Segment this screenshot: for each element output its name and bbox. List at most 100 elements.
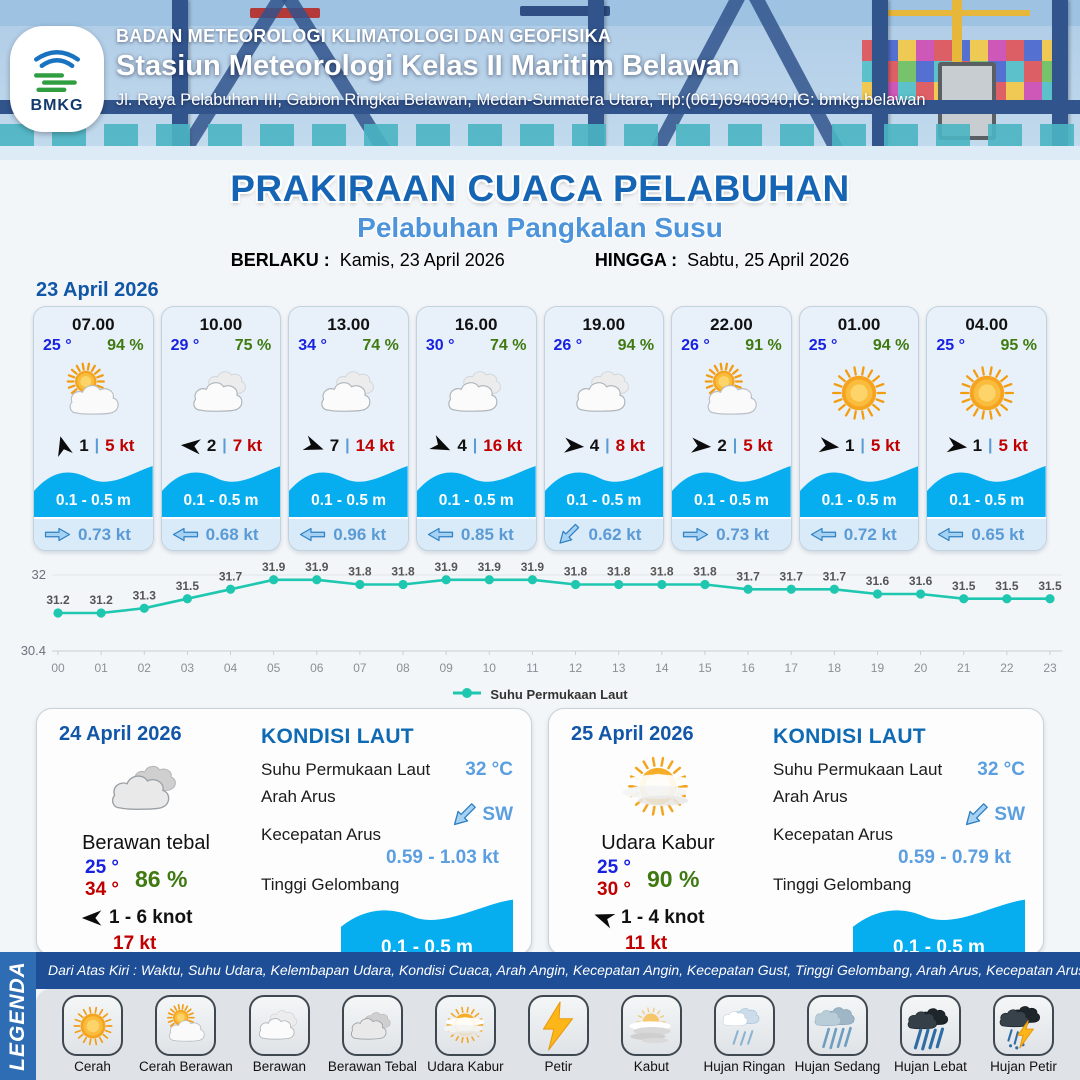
svg-text:08: 08 (396, 661, 410, 675)
svg-text:31.8: 31.8 (607, 565, 631, 579)
wave-height-row: Tinggi Gelombang (773, 875, 912, 894)
svg-text:31.6: 31.6 (866, 574, 890, 588)
kabut-icon (620, 995, 682, 1056)
daily-weather-block: 24 April 2026 Berawan tebal 25 ° 34 ° 86… (37, 709, 255, 955)
legend-item-label: Petir (544, 1059, 573, 1074)
current-speed-row: Kecepatan Arus (261, 825, 382, 844)
sst-row: Suhu Permukaan Laut 32 °C (773, 759, 1025, 780)
legend-item-label: Cerah Berawan (139, 1059, 233, 1074)
forecast-card: 07.00 25 ° 94 % 1 | 5 kt 0.1 - 0.5 m 0.7… (33, 306, 154, 551)
legend-item: Hujan Sedang (791, 995, 884, 1080)
current-direction-row: Arah Arus (773, 787, 848, 806)
current-row: 0.65 kt (927, 517, 1046, 550)
wind-direction-icon (179, 434, 203, 458)
daily-wind-row: 1 - 6 knot (81, 907, 255, 929)
wave-height-band: 0.1 - 0.5 m (927, 461, 1046, 517)
gust-speed: 5 kt (105, 436, 135, 455)
air-temperature: 34 ° (298, 337, 327, 354)
air-temperature: 26 ° (553, 337, 583, 354)
hourly-forecast-row: 07.00 25 ° 94 % 1 | 5 kt 0.1 - 0.5 m 0.7… (33, 306, 1047, 551)
current-speed-row: Kecepatan Arus (773, 825, 894, 844)
humidity: 74 % (490, 337, 527, 354)
svg-text:31.9: 31.9 (521, 560, 545, 574)
air-temperature: 29 ° (170, 337, 200, 354)
wind-row: 1 | 5 kt (800, 431, 919, 461)
daily-forecast-card: 25 April 2026 Udara Kabur 25 ° 30 ° 90 %… (548, 708, 1044, 967)
hujan-lebat-icon (899, 995, 961, 1056)
wave-height: 0.1 - 0.5 m (949, 492, 1025, 509)
gust-speed: 8 kt (615, 436, 645, 455)
current-speed: 0.65 kt (971, 524, 1025, 544)
header-text-block: BADAN METEOROLOGI KLIMATOLOGI DAN GEOFIS… (116, 26, 926, 110)
time-label: 22.00 (710, 315, 753, 334)
current-direction-icon (810, 526, 837, 543)
daily-temps: 25 ° 30 ° 90 % (597, 857, 767, 901)
wind-speed: 1 (972, 436, 983, 455)
temp-humidity-row: 25 ° 94 % (34, 335, 153, 355)
legend-item: Cerah Berawan (139, 995, 233, 1080)
divider: | (732, 437, 738, 454)
svg-text:03: 03 (181, 661, 195, 675)
window-mullion (0, 100, 1080, 114)
humidity: 94 % (872, 337, 910, 354)
port-subtitle: Pelabuhan Pangkalan Susu (357, 212, 723, 243)
svg-text:31.6: 31.6 (909, 574, 933, 588)
current-direction-row: Arah Arus (261, 787, 336, 806)
cerah-icon (62, 995, 123, 1056)
svg-text:31.7: 31.7 (736, 569, 760, 583)
current-speed-value: 0.59 - 1.03 kt (385, 847, 499, 868)
wind-direction-icon (689, 434, 713, 458)
crane-illustration (952, 0, 962, 102)
legend-item: Petir (512, 995, 605, 1080)
wind-speed: 2 (206, 436, 217, 455)
current-speed: 0.62 kt (588, 524, 642, 544)
svg-text:31.9: 31.9 (478, 560, 502, 574)
legend-caption: Dari Atas Kiri : Waktu, Suhu Udara, Kele… (36, 952, 1080, 989)
petir-icon (527, 995, 589, 1056)
wind-direction-icon (300, 432, 328, 460)
daily-temps: 25 ° 34 ° 86 % (85, 857, 255, 901)
wave-shape (853, 899, 1025, 967)
svg-text:31.8: 31.8 (348, 565, 372, 579)
air-temperature: 25 ° (43, 337, 72, 354)
svg-text:22: 22 (1000, 661, 1014, 675)
waiting-chairs-illustration (0, 124, 1080, 146)
sea-conditions-block: KONDISI LAUT Suhu Permukaan Laut 32 °C A… (767, 709, 1043, 967)
legend-item: Berawan (233, 995, 326, 1080)
daily-date: 25 April 2026 (571, 723, 694, 745)
legend-item: Berawan Tebal (326, 995, 419, 1080)
wind-speed: 7 (329, 436, 340, 455)
cerah-icon (927, 355, 1046, 431)
current-row: 0.62 kt (544, 517, 664, 550)
gust-speed: 5 kt (743, 436, 773, 455)
svg-text:31.2: 31.2 (46, 593, 70, 607)
forecast-card: 16.00 30 ° 74 % 4 | 16 kt 0.1 - 0.5 m 0.… (415, 306, 537, 551)
svg-text:31.3: 31.3 (133, 588, 157, 602)
temp-humidity-row: 25 ° 94 % (800, 335, 919, 355)
air-temperature: 25 ° (936, 337, 966, 354)
wind-speed: 1 (79, 436, 89, 455)
legend-item-label: Berawan (252, 1059, 306, 1074)
wave-height-band: 0.1 - 0.5 m (34, 461, 153, 517)
berawan-icon (162, 355, 281, 431)
svg-text:31.8: 31.8 (564, 565, 588, 579)
daily-gust: 11 kt (625, 933, 668, 954)
sst-value: 32 °C (977, 759, 1025, 780)
wind-row: 1 | 5 kt (34, 431, 153, 461)
legend-series-label: Suhu Permukaan Laut (490, 686, 628, 702)
humidity: 74 % (362, 337, 399, 354)
svg-text:14: 14 (655, 661, 669, 675)
current-row: 0.72 kt (799, 517, 919, 550)
page-title: PRAKIRAAN CUACA PELABUHAN (230, 168, 850, 209)
legend-item-label: Berawan Tebal (327, 1059, 417, 1074)
berawan-icon (417, 355, 536, 431)
daily-temp-min: 25 ° (85, 857, 120, 878)
cerah-berawan-icon (155, 995, 217, 1056)
current-direction-icon (44, 526, 71, 543)
svg-text:31.8: 31.8 (693, 565, 717, 579)
wave-shape (341, 899, 513, 967)
daily-wind-range: 1 - 6 knot (109, 907, 193, 928)
ship-illustration (520, 6, 610, 16)
valid-until: HINGGA : Sabtu, 25 April 2026 (594, 250, 850, 270)
divider: | (472, 437, 478, 454)
